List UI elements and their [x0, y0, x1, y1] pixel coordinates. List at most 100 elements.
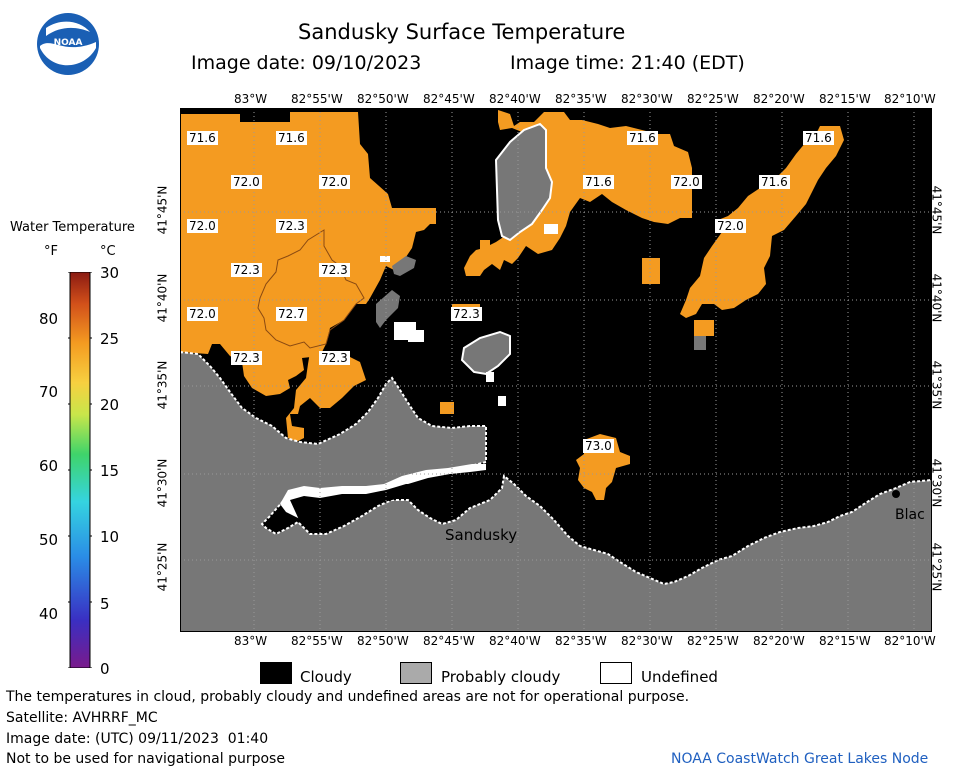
temp-label: 72.0 — [319, 175, 350, 189]
place-label-sandusky: Sandusky — [445, 526, 518, 544]
legend-probably-cloudy-swatch — [400, 662, 432, 684]
water-patch — [440, 402, 454, 414]
lon-tick: 82°30'W — [621, 92, 673, 106]
scale-c-tick: 5 — [100, 595, 110, 613]
lon-tick: 82°25'W — [687, 634, 739, 648]
scale-c-tick: 10 — [100, 528, 120, 546]
water-region-north-central — [464, 110, 692, 276]
footer-credit: NOAA CoastWatch Great Lakes Node — [671, 751, 929, 767]
lon-tick: 82°55'W — [291, 92, 343, 106]
lat-tick: 41°40'N — [155, 273, 170, 323]
probably-cloudy-area — [494, 122, 554, 242]
scale-f-tick: 80 — [39, 310, 59, 328]
lat-tick: 41°35'N — [155, 360, 170, 410]
scale-f-tick: 40 — [39, 605, 59, 623]
footer-nav-warning: Not to be used for navigational purpose — [6, 751, 285, 767]
scale-unit-f: °F — [44, 244, 58, 259]
water-patch — [694, 320, 714, 336]
legend-cloudy-label: Cloudy — [300, 668, 352, 686]
probably-cloudy-area — [460, 330, 511, 376]
undefined-area — [486, 372, 494, 382]
lon-tick: 82°35'W — [555, 92, 607, 106]
land-mass — [180, 350, 932, 632]
map-frame — [180, 108, 932, 632]
lon-tick: 82°20'W — [753, 634, 805, 648]
logo-text: NOAA — [54, 38, 83, 48]
scale-c-tick: 20 — [100, 396, 120, 414]
water-region-east — [680, 126, 844, 318]
lon-tick: 82°50'W — [357, 92, 409, 106]
temp-label: 71.6 — [187, 131, 218, 145]
water-patch — [400, 208, 436, 224]
temp-label: 72.7 — [276, 307, 307, 321]
footer-note: The temperatures in cloud, probably clou… — [6, 689, 690, 705]
temp-label: 72.0 — [187, 219, 218, 233]
temp-label: 72.0 — [187, 307, 218, 321]
footer-utc-date: Image date: (UTC) 09/11/2023 01:40 — [6, 731, 269, 747]
legend-cloudy-swatch — [260, 662, 292, 684]
temp-label: 72.3 — [231, 263, 262, 277]
lon-tick: 82°55'W — [291, 634, 343, 648]
temp-label: 72.3 — [276, 219, 307, 233]
lon-tick: 82°15'W — [819, 634, 871, 648]
legend-probably-cloudy-label: Probably cloudy — [441, 668, 561, 686]
undefined-area — [498, 396, 506, 406]
color-scale-bar — [68, 272, 92, 668]
image-time: Image time: 21:40 (EDT) — [510, 52, 745, 74]
lon-tick: 82°20'W — [753, 92, 805, 106]
city-marker — [892, 490, 900, 498]
scale-f-tick: 60 — [39, 457, 59, 475]
scale-title: Water Temperature — [10, 220, 135, 235]
undefined-area — [380, 256, 390, 262]
probably-cloudy-area — [392, 256, 416, 276]
lon-tick: 82°30'W — [621, 634, 673, 648]
water-patch — [480, 240, 490, 254]
temp-label: 71.6 — [803, 131, 834, 145]
temp-label: 72.3 — [319, 263, 350, 277]
lat-tick: 41°25'N — [155, 542, 170, 592]
lon-tick: 82°10'W — [884, 634, 936, 648]
undefined-area — [408, 330, 424, 342]
temp-label: 72.0 — [715, 219, 746, 233]
lon-tick: 82°40'W — [489, 634, 541, 648]
graticule — [180, 108, 932, 632]
temp-label: 71.6 — [759, 175, 790, 189]
water-patch — [642, 258, 660, 284]
image-date: Image date: 09/10/2023 — [191, 52, 422, 74]
scale-c-tick: 25 — [100, 330, 120, 348]
temp-label: 71.6 — [627, 131, 658, 145]
scale-c-tick: 30 — [100, 264, 120, 282]
temp-label: 72.0 — [231, 175, 262, 189]
temp-label: 71.6 — [583, 175, 614, 189]
scale-f-tick: 50 — [39, 531, 59, 549]
legend-undefined-label: Undefined — [641, 668, 718, 686]
temp-label: 72.0 — [671, 175, 702, 189]
legend-undefined-swatch — [600, 662, 632, 684]
probably-cloudy-area — [694, 336, 706, 350]
temp-label: 72.3 — [231, 351, 262, 365]
scale-f-tick: 70 — [39, 383, 59, 401]
lon-tick: 82°45'W — [423, 92, 475, 106]
probably-cloudy-area — [376, 290, 400, 328]
temp-label: 71.6 — [276, 131, 307, 145]
page-title: Sandusky Surface Temperature — [298, 20, 626, 44]
lat-tick: 41°45'N — [155, 185, 170, 235]
lon-tick: 82°45'W — [423, 634, 475, 648]
temp-label: 72.3 — [451, 307, 482, 321]
lon-tick: 82°15'W — [819, 92, 871, 106]
footer-satellite: Satellite: AVHRRF_MC — [6, 710, 158, 726]
place-label-blac: Blac — [895, 507, 925, 523]
sst-map — [180, 108, 932, 632]
lon-tick: 82°40'W — [489, 92, 541, 106]
water-region-southwest — [286, 352, 366, 442]
noaa-logo: NOAA — [37, 13, 99, 75]
lon-tick: 82°35'W — [555, 634, 607, 648]
temp-label: 72.3 — [319, 351, 350, 365]
isotherm-contour — [257, 229, 365, 349]
cloud-over-land — [290, 484, 422, 528]
lon-tick: 82°25'W — [687, 92, 739, 106]
undefined-area — [544, 224, 558, 234]
scale-c-tick: 0 — [100, 660, 110, 678]
temp-label: 73.0 — [583, 439, 614, 453]
lon-tick: 82°50'W — [357, 634, 409, 648]
